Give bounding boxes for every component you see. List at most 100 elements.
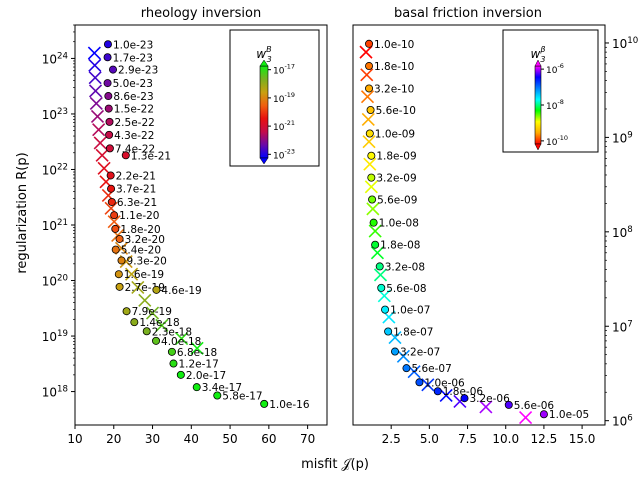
curve-x-marker (92, 123, 106, 137)
point-label: 1.0e-08 (379, 218, 419, 230)
data-point (152, 336, 161, 345)
colorbar-label: wβ 3 (530, 45, 545, 64)
point-label: 3.2e-07 (400, 347, 440, 359)
data-point (111, 245, 120, 254)
data-point (104, 92, 113, 101)
point-label: 6.8e-18 (177, 347, 217, 359)
data-point (415, 378, 424, 387)
point-label: 1.1e-20 (119, 210, 159, 222)
x-axis-label: misfit 𝒥(p) (301, 457, 369, 472)
y-tick-label: 106 (612, 414, 633, 429)
data-point (384, 327, 393, 336)
point-label: 5.6e-10 (376, 105, 416, 117)
data-point (121, 151, 130, 160)
point-label: 5.8e-17 (222, 390, 262, 402)
colorbar-tick-label: 10-8 (546, 98, 564, 112)
curve-x-marker (125, 267, 139, 281)
y-tick-label: 1023 (42, 107, 68, 122)
curve-x-marker (373, 268, 388, 282)
data-point (103, 79, 112, 88)
y-tick-label: 1024 (42, 51, 68, 66)
axes-frame (352, 24, 606, 426)
point-label: 1.8e-20 (120, 224, 160, 236)
curve-x-marker (361, 112, 375, 126)
data-point (107, 197, 116, 206)
x-tick-label: 30 (145, 432, 160, 446)
point-label: 1.0e-16 (269, 399, 310, 411)
data-point (365, 39, 374, 48)
data-point (152, 285, 161, 294)
curve-x-marker (519, 410, 533, 425)
y-tick-label: 1010 (612, 36, 638, 51)
data-point (105, 144, 114, 153)
data-point (115, 234, 124, 243)
data-point (460, 394, 469, 403)
curve-x-marker (95, 148, 109, 162)
data-point (366, 106, 375, 115)
data-point (122, 307, 131, 316)
point-label: 1.6e-19 (124, 269, 164, 281)
x-tick-label: 2.5 (382, 432, 401, 446)
point-label: 5.6e-09 (377, 194, 417, 206)
colorbar-gradient (259, 65, 269, 159)
point-label: 3.2e-20 (125, 234, 165, 246)
data-point (377, 283, 386, 292)
data-point (365, 84, 374, 93)
colorbar-tick-label: 10-21 (273, 119, 295, 133)
point-label: 1.8e-08 (380, 240, 420, 252)
curve-x-marker (479, 400, 493, 414)
curve-x-marker (88, 71, 102, 85)
point-label: 1.2e-17 (178, 359, 218, 371)
point-label: 1.0e-06 (424, 377, 465, 389)
point-label: 1.8e-09 (376, 151, 416, 163)
colorbar-gradient (534, 65, 542, 145)
point-label: 2.3e-18 (152, 326, 192, 338)
y-tick-label: 107 (612, 319, 633, 334)
colorbar-tick-label: 10-6 (546, 62, 564, 76)
y-tick-label: 1018 (42, 385, 68, 400)
curve-x-marker (439, 388, 453, 403)
curve-x-marker (364, 180, 378, 194)
curve-x-marker (363, 157, 377, 171)
curve-x-marker (89, 96, 103, 110)
colorbar-min-arrow (259, 157, 269, 165)
colorbar-min-arrow (534, 143, 542, 151)
point-label: 1.8e-07 (393, 326, 433, 338)
curve-x-marker (370, 246, 385, 260)
curve-x-marker (362, 135, 376, 149)
curve-x-marker (88, 58, 102, 72)
data-point (104, 104, 113, 113)
x-tick-label: 20 (106, 432, 121, 446)
data-point (114, 270, 123, 279)
colorbar-tick-label: 10-17 (273, 63, 295, 77)
colorbar-tick-label: 10-19 (273, 91, 295, 105)
data-point (375, 262, 384, 271)
curve-x-marker (93, 136, 107, 150)
data-point (390, 347, 399, 356)
point-label: 1.0e-23 (113, 39, 153, 51)
x-tick-label: 70 (300, 432, 315, 446)
point-label: 2.2e-21 (116, 170, 156, 182)
y-tick-label: 1019 (42, 329, 68, 344)
point-label: 8.6e-23 (113, 91, 153, 103)
point-label: 1.0e-10 (374, 39, 414, 51)
data-point (192, 383, 201, 392)
data-point (433, 387, 442, 396)
right-panel-title: basal friction inversion (394, 6, 542, 21)
curve-x-marker (138, 293, 152, 307)
curve-x-marker (97, 161, 111, 175)
colorbar-box (229, 29, 320, 167)
point-label: 5.6e-07 (411, 363, 451, 375)
data-point (117, 256, 126, 265)
point-label: 3.2e-08 (385, 261, 425, 273)
data-point (169, 359, 178, 368)
x-tick-label: 12.5 (531, 432, 558, 446)
curve-x-marker (90, 109, 105, 124)
point-label: 5.0e-23 (113, 78, 153, 90)
point-label: 4.6e-19 (161, 285, 201, 297)
point-label: 3.4e-17 (202, 382, 242, 394)
curve-x-marker (360, 90, 375, 104)
curve-x-marker (175, 332, 189, 346)
data-point (504, 400, 513, 409)
